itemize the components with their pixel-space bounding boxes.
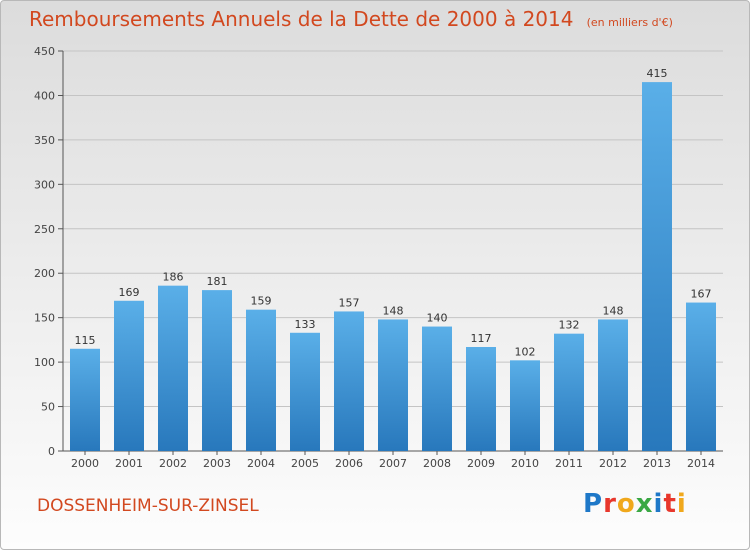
y-tick-label: 50 bbox=[41, 401, 55, 414]
proxiti-logo: Proxiti bbox=[583, 489, 687, 519]
chart-title: Remboursements Annuels de la Dette de 20… bbox=[29, 7, 673, 31]
chart-unit-note: (en milliers d'€) bbox=[586, 16, 673, 29]
y-tick-label: 300 bbox=[34, 178, 55, 191]
bar-2003 bbox=[202, 290, 232, 451]
x-tick-label: 2002 bbox=[159, 457, 187, 470]
bar-2004 bbox=[246, 309, 276, 451]
value-label-2014: 167 bbox=[691, 288, 712, 301]
bar-2013 bbox=[642, 82, 672, 451]
x-tick-label: 2010 bbox=[511, 457, 539, 470]
x-tick-label: 2007 bbox=[379, 457, 407, 470]
x-tick-label: 2004 bbox=[247, 457, 275, 470]
bar-2009 bbox=[466, 347, 496, 451]
value-label-2002: 186 bbox=[163, 271, 184, 284]
logo-letter: x bbox=[635, 489, 654, 519]
value-label-2003: 181 bbox=[207, 275, 228, 288]
x-tick-label: 2001 bbox=[115, 457, 143, 470]
bar-2008 bbox=[422, 326, 452, 451]
bar-2011 bbox=[554, 333, 584, 451]
bar-2010 bbox=[510, 360, 540, 451]
logo-letter: i bbox=[676, 489, 687, 519]
logo-letter: t bbox=[663, 489, 677, 519]
bar-2002 bbox=[158, 285, 188, 451]
y-tick-label: 200 bbox=[34, 267, 55, 280]
x-tick-label: 2008 bbox=[423, 457, 451, 470]
y-tick-label: 400 bbox=[34, 89, 55, 102]
value-label-2004: 159 bbox=[251, 295, 272, 308]
logo-letter: i bbox=[653, 489, 664, 519]
value-label-2009: 117 bbox=[471, 332, 492, 345]
x-tick-label: 2005 bbox=[291, 457, 319, 470]
x-tick-label: 2013 bbox=[643, 457, 671, 470]
x-tick-label: 2000 bbox=[71, 457, 99, 470]
bars bbox=[70, 82, 716, 451]
y-tick-label: 100 bbox=[34, 356, 55, 369]
x-tick-label: 2003 bbox=[203, 457, 231, 470]
value-labels: 115 169 186 181 159 133 157 148 140 117 102 132 148 4… bbox=[75, 67, 712, 358]
bar-2005 bbox=[290, 332, 320, 451]
logo-letter: r bbox=[603, 489, 617, 519]
chart-title-text: Remboursements Annuels de la Dette de 20… bbox=[29, 7, 574, 31]
value-label-2005: 133 bbox=[295, 318, 316, 331]
bar-2000 bbox=[70, 348, 100, 451]
x-tick-label: 2012 bbox=[599, 457, 627, 470]
value-label-2000: 115 bbox=[75, 334, 96, 347]
y-tick-label: 350 bbox=[34, 134, 55, 147]
y-tick-label: 250 bbox=[34, 223, 55, 236]
logo-letter: o bbox=[616, 489, 636, 519]
y-tick-label: 450 bbox=[34, 45, 55, 58]
x-tick-label: 2014 bbox=[687, 457, 715, 470]
bar-2014 bbox=[686, 302, 716, 451]
bar-2012 bbox=[598, 319, 628, 451]
value-label-2013: 415 bbox=[647, 67, 668, 80]
bar-2001 bbox=[114, 300, 144, 451]
logo-letter: P bbox=[583, 489, 604, 519]
value-label-2001: 169 bbox=[119, 286, 140, 299]
value-label-2006: 157 bbox=[339, 296, 360, 309]
value-label-2010: 102 bbox=[515, 345, 536, 358]
value-label-2011: 132 bbox=[559, 319, 580, 332]
y-tick-label: 0 bbox=[48, 445, 55, 458]
value-label-2012: 148 bbox=[603, 304, 624, 317]
value-label-2007: 148 bbox=[383, 304, 404, 317]
x-tick-label: 2006 bbox=[335, 457, 363, 470]
x-tick-label: 2009 bbox=[467, 457, 495, 470]
bar-2007 bbox=[378, 319, 408, 451]
value-label-2008: 140 bbox=[427, 312, 448, 325]
y-tick-label: 150 bbox=[34, 312, 55, 325]
commune-name: DOSSENHEIM-SUR-ZINSEL bbox=[37, 496, 259, 516]
bar-2006 bbox=[334, 311, 364, 451]
x-tick-label: 2011 bbox=[555, 457, 583, 470]
